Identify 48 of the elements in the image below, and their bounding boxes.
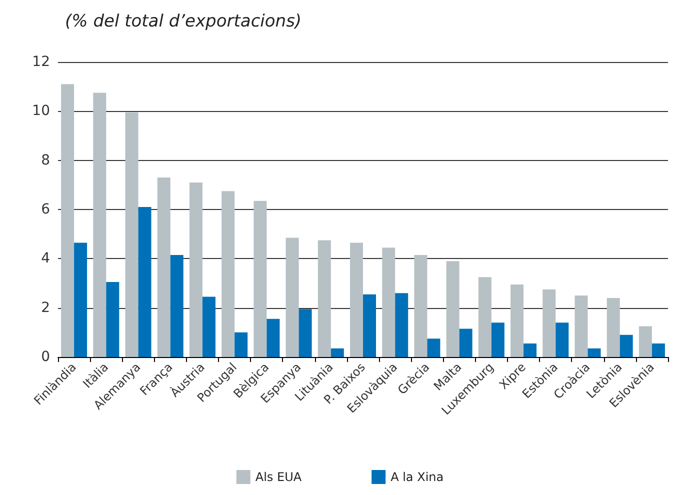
bar [138,207,152,357]
y-tick-label: 8 [41,152,50,168]
bar [286,238,299,357]
chart-subtitle: (% del total d’exportacions) [65,12,302,32]
bar [556,322,569,357]
bar [234,332,248,357]
bar [61,84,74,357]
y-tick-label: 6 [41,202,50,218]
bar [222,191,235,357]
bar [459,328,472,357]
bar [254,200,267,357]
bar [491,322,504,357]
legend-label: A la Xina [390,470,444,484]
bar [446,261,460,357]
bar [330,348,344,357]
bar [266,318,280,357]
y-tick-label: 2 [41,300,50,316]
bar [542,289,556,357]
bar [125,112,138,357]
bar [189,182,202,357]
bar [478,277,492,357]
bar [106,282,120,357]
y-tick-label: 4 [41,250,50,267]
bar [427,338,440,357]
bar [363,294,376,357]
bar [638,326,652,357]
bar [318,240,331,357]
bar [202,296,216,357]
y-tick-label: 12 [32,54,50,70]
bar [350,242,363,357]
bar [414,254,428,357]
bar [524,343,537,357]
bar [510,284,524,357]
bar [382,248,396,357]
y-tick-label: 0 [41,349,50,365]
y-tick-label: 10 [32,103,50,120]
bar [574,296,588,357]
bar [93,92,106,357]
bar [157,178,170,357]
bar [620,334,633,357]
bar [74,242,88,357]
bar [652,343,665,357]
bar [298,309,312,357]
legend-label: Als EUA [255,470,302,484]
bar [395,293,408,357]
bar [170,254,184,357]
bar [588,348,601,357]
bar [606,298,620,357]
